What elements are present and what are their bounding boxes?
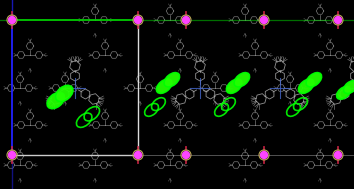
Circle shape: [135, 152, 142, 159]
Ellipse shape: [234, 73, 250, 87]
Circle shape: [8, 16, 16, 23]
Ellipse shape: [337, 87, 350, 99]
Ellipse shape: [306, 73, 321, 87]
Circle shape: [8, 152, 16, 159]
Ellipse shape: [164, 73, 179, 87]
Ellipse shape: [343, 81, 354, 94]
Ellipse shape: [227, 79, 242, 93]
Circle shape: [135, 16, 142, 23]
Ellipse shape: [56, 85, 73, 102]
Ellipse shape: [156, 79, 172, 93]
Circle shape: [335, 16, 342, 23]
Circle shape: [183, 152, 189, 159]
Ellipse shape: [47, 92, 64, 109]
Circle shape: [261, 152, 268, 159]
Ellipse shape: [298, 79, 314, 93]
Circle shape: [183, 16, 189, 23]
Circle shape: [335, 152, 342, 159]
Circle shape: [261, 16, 268, 23]
